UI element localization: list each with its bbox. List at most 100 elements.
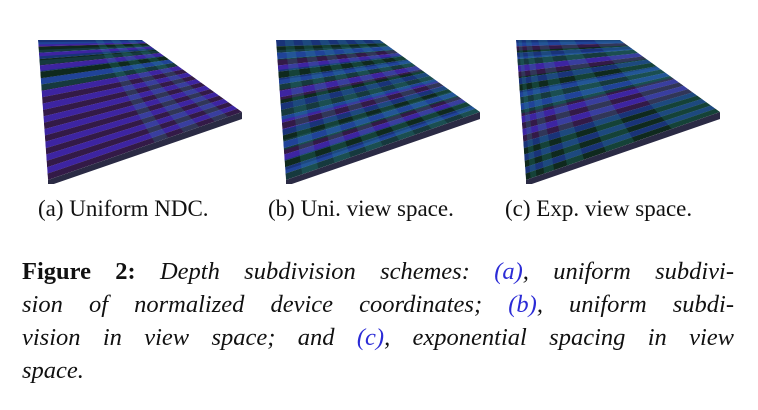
slab-stripe [519,62,657,91]
slab-stripe [277,49,399,66]
tile-column [302,40,351,163]
slab-stripe [46,98,229,161]
tile-column [95,40,169,143]
slab-stripe [47,105,238,174]
tile-column [110,40,200,133]
tile-column [538,40,585,166]
slab-stripe [525,105,716,174]
slab-stripe [521,76,675,117]
tile-column [319,40,383,152]
panel-a-render [38,40,242,184]
ref-link-a[interactable]: (a) [494,258,523,285]
slab-stripe [280,72,430,110]
depth-slice [277,50,402,70]
caption-line-3: vision in view space; and (c), exponenti… [22,324,734,351]
depth-slice [517,48,639,66]
subcaption-c: (c) Exp. view space. [505,196,693,221]
slab-stripe [281,76,435,117]
depth-slice [38,41,146,45]
figure-caption: Figure 2: Depth subdivision schemes: (a)… [22,255,734,387]
slab-stripe [40,59,174,85]
slab-stripe [516,46,634,60]
depth-slice [523,92,720,180]
ref-link-b[interactable]: (b) [508,291,537,318]
slab-stripe [522,89,693,142]
slab-stripe [519,66,661,98]
figure-panel-b [268,34,484,184]
tile-column [354,40,448,129]
caption-line-1: Figure 2: Depth subdivision schemes: (a)… [22,258,735,285]
depth-slice [276,45,395,60]
depth-slice [284,101,473,170]
depth-slice [38,42,147,48]
depth-slice [517,53,647,77]
depth-slice [38,45,152,53]
slab-stripe [521,79,680,123]
slab-stripe [276,40,385,47]
depth-slice [518,59,658,93]
slab-stripe [41,62,179,91]
depth-slice [280,70,430,110]
panel-b-render [276,40,480,184]
subcaption-a: (a) Uniform NDC. [38,196,209,221]
slab-stripe [278,56,408,79]
depth-slice [276,40,388,50]
depth-slice [38,46,154,57]
slab-stripe [281,79,440,123]
slab-stripe [45,95,224,155]
depth-slice [521,77,693,142]
slab-stripe [276,46,394,60]
depth-slice [40,59,179,91]
slab-stripe [283,95,462,155]
depth-slice [516,40,622,43]
slab-stripe [285,108,480,180]
slab-stripe [520,72,670,110]
slab-stripe [281,82,444,130]
slab-stripe [285,105,476,174]
depth-slice [38,43,149,50]
slab-stripe [47,108,242,180]
depth-slice [282,86,452,140]
depth-slice [283,91,459,150]
caption-line-2: sion of normalized device coordinates; (… [22,291,735,318]
slab-stripe [521,82,684,130]
slab-stripe [45,92,220,149]
slab-stripe [518,59,652,85]
depth-slice [516,43,628,51]
slab-side [526,112,720,184]
figure-panel-a [30,34,246,184]
depth-slice [41,66,242,180]
slab-stripe [522,85,689,136]
slab-stripe [43,82,206,130]
slab-stripe [282,85,449,136]
slab-stripe [517,49,639,66]
slab-stripe [524,102,711,168]
slab-stripe [277,53,403,72]
slab-stripe [525,108,720,180]
depth-slice [38,40,144,43]
slab-stripe [517,53,643,72]
slab-stripe [38,46,156,60]
slab-stripe [282,89,453,142]
tile-column [594,40,720,129]
depth-slice [516,45,633,57]
tile-column [127,40,229,122]
slab-side [48,112,242,184]
slab-stripe [41,66,183,98]
slab-stripe [283,92,458,149]
depth-slice [278,55,409,80]
caption-line-4: space. [22,357,84,384]
depth-slice [279,65,423,100]
tile-column [525,40,555,174]
slab-stripe [516,43,630,53]
depth-slice [278,60,416,90]
tile-column [284,40,319,175]
depth-slice [516,41,625,46]
figure-label: Figure 2: [22,258,136,285]
slab-stripe [46,102,233,168]
ref-link-c[interactable]: (c) [356,324,385,351]
slab-stripe [39,49,161,66]
depth-slice [285,106,480,180]
slab-stripe [516,40,625,47]
slab-stripe [39,53,165,72]
